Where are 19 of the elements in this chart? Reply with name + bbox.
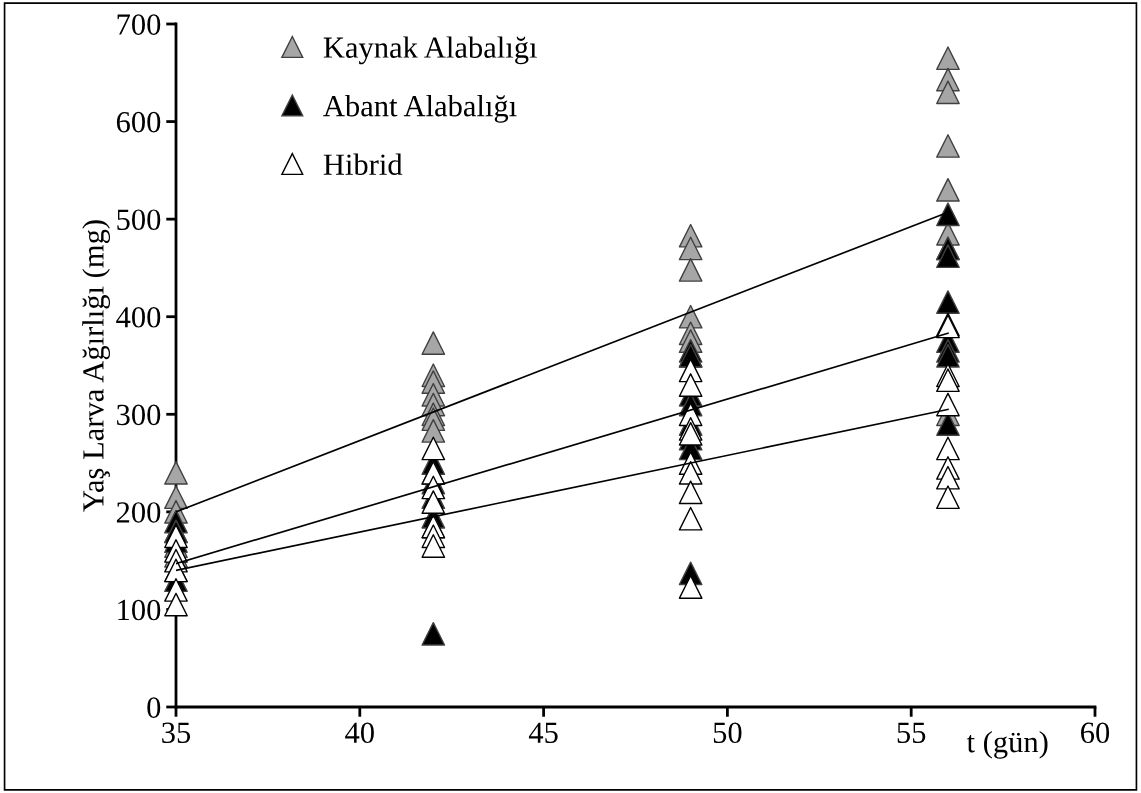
x-axis-title: t (gün)	[966, 730, 1048, 759]
legend-label: Hibrid	[323, 153, 403, 175]
y-axis-title: Yaş Larva Ağırlığı (mg)	[82, 220, 111, 512]
legend-label: Abant Alabalığı	[323, 94, 517, 123]
y-tick-label: 100	[118, 599, 161, 621]
x-tick-label: 45	[528, 722, 558, 744]
x-tick-label: 35	[162, 722, 191, 744]
y-tick-label: 200	[116, 502, 161, 523]
y-tick-label: 400	[116, 307, 161, 328]
legend-label: Kaynak Alabalığı	[323, 36, 537, 65]
x-tick-label: 40	[345, 722, 374, 744]
y-tick-label: 700	[117, 14, 161, 35]
y-tick-label: 300	[117, 404, 161, 426]
x-tick-label: 60	[1081, 722, 1110, 744]
x-tick-label: 55	[897, 722, 926, 744]
y-tick-label: 600	[116, 111, 161, 133]
y-tick-label: 0	[147, 697, 161, 718]
y-tick-label: 500	[117, 209, 161, 231]
x-tick-label: 50	[713, 722, 742, 744]
